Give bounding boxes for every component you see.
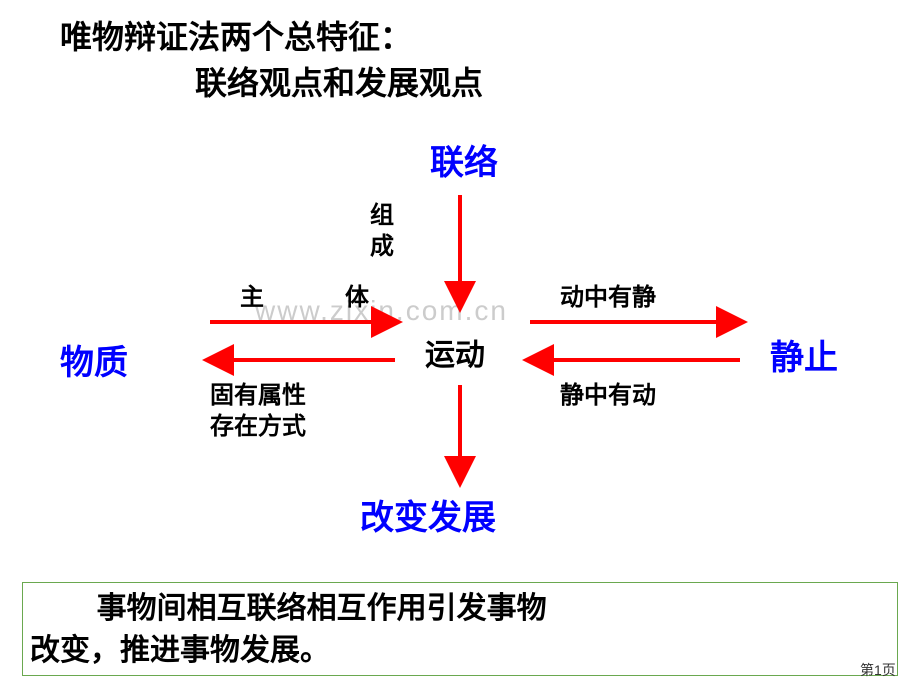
label-top-arrow: 组 成: [370, 200, 394, 262]
label-left-upper: 主: [240, 282, 264, 313]
node-left: 物质: [60, 335, 128, 384]
page-number: 第1页: [860, 660, 896, 680]
footer-text: 事物间相互联络相互作用引发事物 改变，推进事物发展。: [30, 588, 547, 672]
node-top: 联络: [430, 135, 498, 184]
node-bottom: 改变发展: [360, 490, 496, 539]
node-right: 静止: [770, 330, 838, 379]
label-right-lower: 静中有动: [560, 380, 656, 411]
node-center: 运动: [425, 330, 485, 374]
label-center-upper: 体: [345, 282, 369, 313]
title-line1: 唯物辩证法两个总特征：: [60, 12, 412, 58]
watermark: www.zixin.com.cn: [255, 295, 508, 327]
label-left-lower: 固有属性 存在方式: [210, 380, 306, 442]
label-right-upper: 动中有静: [560, 282, 656, 313]
title-line2: 联络观点和发展观点: [195, 58, 483, 104]
